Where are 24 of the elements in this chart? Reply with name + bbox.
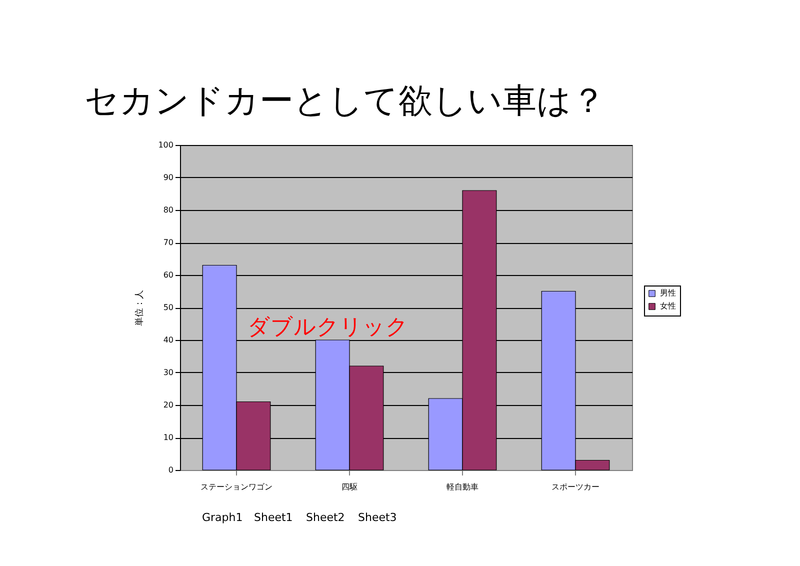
- legend-label: 女性: [660, 302, 676, 310]
- x-tick-label: 四駆: [342, 482, 358, 492]
- x-tick-label: ステーションワゴン: [200, 482, 272, 492]
- y-tick-label: 60: [163, 270, 174, 280]
- text: Sheet3: [358, 511, 397, 524]
- y-tick-label: 50: [163, 303, 174, 312]
- y-tick-label: 90: [163, 173, 174, 182]
- y-tick-label: 80: [163, 206, 174, 214]
- y-tick-label: 40: [163, 336, 174, 344]
- x-tick-label: スポーツカー: [552, 482, 600, 492]
- y-tick-label: 100: [158, 140, 174, 150]
- y-tick-label: 30: [163, 368, 174, 377]
- y-tick-label: 20: [163, 400, 174, 410]
- y-axis-title: 単位：人: [134, 290, 146, 326]
- y-tick-label: 0: [168, 466, 174, 474]
- text: Sheet1: [254, 511, 293, 524]
- x-tick-label: 軽自動車: [446, 482, 478, 492]
- text: Sheet2: [306, 511, 345, 524]
- chart-title: セカンドカーとして欲しい車は？: [84, 81, 606, 121]
- y-tick-label: 10: [163, 433, 174, 442]
- caption: Graph1: [202, 511, 243, 524]
- legend-label: 男性: [660, 288, 676, 298]
- annotation: ダブルクリック: [248, 315, 408, 340]
- y-tick-label: 70: [163, 238, 174, 247]
